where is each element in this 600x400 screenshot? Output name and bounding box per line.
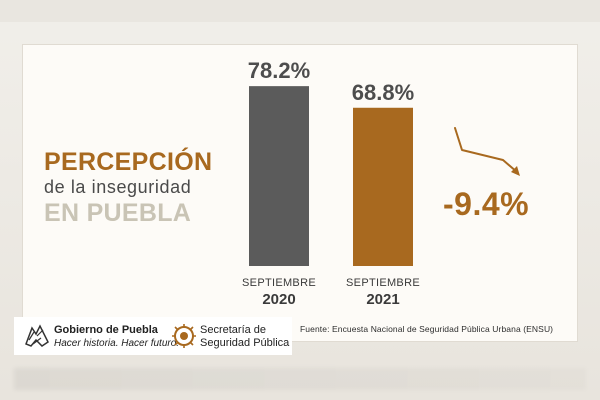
title-line-3: EN PUEBLA xyxy=(44,199,192,227)
gov-name: Gobierno de Puebla xyxy=(54,324,158,336)
bar-2020 xyxy=(249,86,309,266)
value-label-2020: 78.2% xyxy=(248,58,310,83)
title-line-2: de la inseguridad xyxy=(44,177,192,197)
category-month-2021: SEPTIEMBRE xyxy=(346,277,420,289)
value-label-2021: 68.8% xyxy=(352,80,414,105)
gobierno-puebla-logo-icon xyxy=(25,324,49,347)
gov-slogan: Hacer historia. Hacer futuro. xyxy=(54,338,180,349)
title-line-1: PERCEPCIÓN xyxy=(44,148,213,176)
trend-down-arrow-icon xyxy=(454,127,520,176)
title-block: PERCEPCIÓN de la inseguridad EN PUEBLA xyxy=(44,150,224,226)
source-note: Fuente: Encuesta Nacional de Seguridad P… xyxy=(300,324,554,334)
category-month-2020: SEPTIEMBRE xyxy=(242,277,316,289)
category-year-2021: 2021 xyxy=(366,291,399,308)
bar-2021 xyxy=(353,107,413,266)
logo-panel xyxy=(14,317,292,355)
change-label: -9.4% xyxy=(443,186,530,222)
blurred-reflection xyxy=(14,368,586,390)
secretaria-line-2: Seguridad Pública xyxy=(200,337,290,349)
secretaria-line-1: Secretaría de xyxy=(200,324,267,336)
category-year-2020: 2020 xyxy=(262,291,295,308)
top-strip xyxy=(0,0,600,22)
secretaria-seguridad-logo-icon xyxy=(172,324,196,348)
